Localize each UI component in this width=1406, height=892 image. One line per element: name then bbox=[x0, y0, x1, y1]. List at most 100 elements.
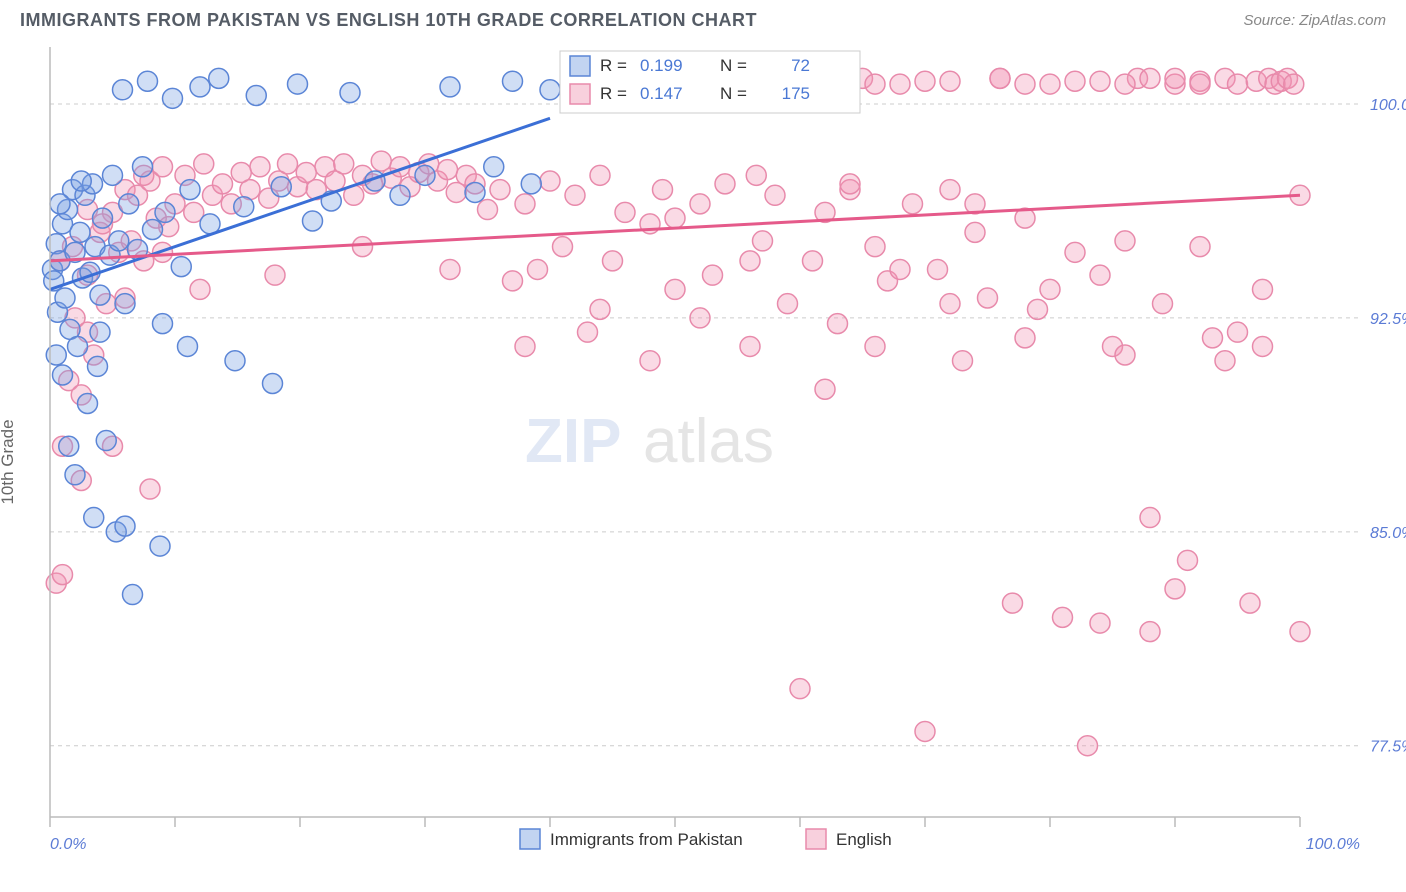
data-point bbox=[390, 185, 410, 205]
stats-n-value: 72 bbox=[791, 56, 810, 75]
data-point bbox=[1040, 74, 1060, 94]
data-point bbox=[865, 74, 885, 94]
data-point bbox=[263, 374, 283, 394]
data-point bbox=[484, 157, 504, 177]
y-axis-label: 10th Grade bbox=[0, 419, 18, 504]
stats-n-value: 175 bbox=[782, 84, 810, 103]
chart-area: 10th Grade 77.5%85.0%92.5%100.0%ZIPatlas… bbox=[0, 37, 1406, 887]
data-point bbox=[440, 259, 460, 279]
data-point bbox=[1228, 74, 1248, 94]
data-point bbox=[250, 157, 270, 177]
stats-swatch bbox=[570, 56, 590, 76]
data-point bbox=[103, 165, 123, 185]
data-point bbox=[915, 71, 935, 91]
data-point bbox=[93, 208, 113, 228]
data-point bbox=[540, 171, 560, 191]
data-point bbox=[865, 237, 885, 257]
data-point bbox=[70, 222, 90, 242]
data-point bbox=[746, 165, 766, 185]
data-point bbox=[163, 88, 183, 108]
data-point bbox=[88, 356, 108, 376]
data-point bbox=[65, 465, 85, 485]
data-point bbox=[53, 565, 73, 585]
data-point bbox=[521, 174, 541, 194]
data-point bbox=[340, 83, 360, 103]
data-point bbox=[1115, 74, 1135, 94]
legend-label: English bbox=[836, 830, 892, 849]
data-point bbox=[503, 271, 523, 291]
chart-source: Source: ZipAtlas.com bbox=[1243, 12, 1386, 29]
data-point bbox=[1228, 322, 1248, 342]
data-point bbox=[171, 257, 191, 277]
data-point bbox=[603, 251, 623, 271]
data-point bbox=[1015, 328, 1035, 348]
data-point bbox=[1115, 345, 1135, 365]
scatter-chart: 77.5%85.0%92.5%100.0%ZIPatlas0.0%100.0%R… bbox=[0, 37, 1406, 887]
data-point bbox=[1015, 74, 1035, 94]
x-tick-label: 0.0% bbox=[50, 836, 86, 853]
data-point bbox=[765, 185, 785, 205]
data-point bbox=[415, 165, 435, 185]
data-point bbox=[890, 259, 910, 279]
data-point bbox=[353, 237, 373, 257]
data-point bbox=[790, 679, 810, 699]
stats-swatch bbox=[570, 84, 590, 104]
data-point bbox=[778, 294, 798, 314]
data-point bbox=[1165, 579, 1185, 599]
y-tick-label: 77.5% bbox=[1370, 739, 1406, 756]
chart-header: IMMIGRANTS FROM PAKISTAN VS ENGLISH 10TH… bbox=[0, 0, 1406, 37]
stats-n-label: N = bbox=[720, 84, 747, 103]
data-point bbox=[153, 314, 173, 334]
legend-label: Immigrants from Pakistan bbox=[550, 830, 743, 849]
data-point bbox=[178, 336, 198, 356]
stats-n-label: N = bbox=[720, 56, 747, 75]
data-point bbox=[213, 174, 233, 194]
data-point bbox=[753, 231, 773, 251]
data-point bbox=[1040, 279, 1060, 299]
y-tick-label: 92.5% bbox=[1370, 311, 1406, 328]
data-point bbox=[115, 294, 135, 314]
data-point bbox=[90, 322, 110, 342]
data-point bbox=[540, 80, 560, 100]
data-point bbox=[1090, 265, 1110, 285]
data-point bbox=[503, 71, 523, 91]
data-point bbox=[288, 74, 308, 94]
data-point bbox=[740, 251, 760, 271]
data-point bbox=[690, 194, 710, 214]
data-point bbox=[190, 77, 210, 97]
data-point bbox=[96, 431, 116, 451]
data-point bbox=[194, 154, 214, 174]
data-point bbox=[978, 288, 998, 308]
data-point bbox=[965, 222, 985, 242]
data-point bbox=[1065, 71, 1085, 91]
data-point bbox=[1153, 294, 1173, 314]
data-point bbox=[150, 536, 170, 556]
data-point bbox=[915, 721, 935, 741]
data-point bbox=[109, 231, 129, 251]
data-point bbox=[1003, 593, 1023, 613]
data-point bbox=[590, 165, 610, 185]
data-point bbox=[515, 194, 535, 214]
data-point bbox=[303, 211, 323, 231]
data-point bbox=[123, 585, 143, 605]
data-point bbox=[438, 160, 458, 180]
data-point bbox=[115, 516, 135, 536]
data-point bbox=[1240, 593, 1260, 613]
data-point bbox=[1215, 351, 1235, 371]
data-point bbox=[133, 157, 153, 177]
data-point bbox=[140, 479, 160, 499]
data-point bbox=[478, 200, 498, 220]
data-point bbox=[840, 174, 860, 194]
data-point bbox=[119, 194, 139, 214]
data-point bbox=[740, 336, 760, 356]
data-point bbox=[928, 259, 948, 279]
data-point bbox=[1190, 237, 1210, 257]
y-tick-label: 85.0% bbox=[1370, 525, 1406, 542]
data-point bbox=[1115, 231, 1135, 251]
data-point bbox=[715, 174, 735, 194]
data-point bbox=[665, 208, 685, 228]
chart-title: IMMIGRANTS FROM PAKISTAN VS ENGLISH 10TH… bbox=[20, 10, 757, 31]
data-point bbox=[990, 68, 1010, 88]
data-point bbox=[1190, 74, 1210, 94]
data-point bbox=[90, 285, 110, 305]
